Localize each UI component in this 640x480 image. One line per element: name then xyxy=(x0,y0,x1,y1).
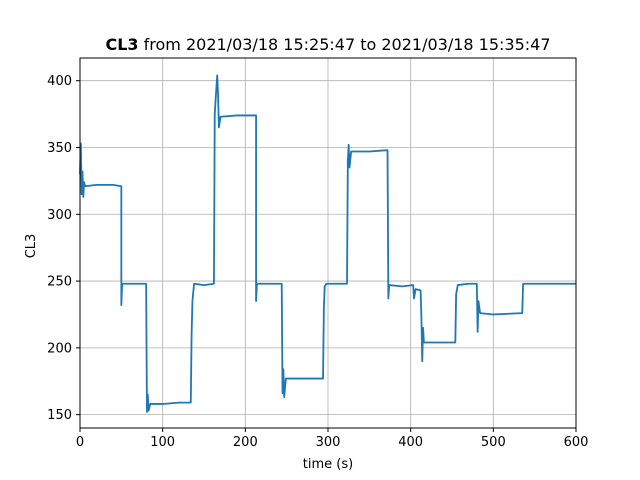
series-layer xyxy=(79,74,576,413)
chart-title-rest: from 2021/03/18 15:25:47 to 2021/03/18 1… xyxy=(139,35,551,54)
x-tick-label: 600 xyxy=(564,435,589,450)
x-tick-label: 200 xyxy=(233,435,258,450)
chart-title: CL3 from 2021/03/18 15:25:47 to 2021/03/… xyxy=(105,35,550,54)
axes-layer: 0 100 200 300 400 500 600 150 200 250 300 350 400 xyxy=(47,57,589,450)
grid-layer xyxy=(80,58,576,428)
y-tick-label: 250 xyxy=(47,275,72,290)
x-axis-label: time (s) xyxy=(303,457,353,472)
x-tick-label: 0 xyxy=(76,435,84,450)
y-tick-label: 150 xyxy=(47,408,72,423)
y-tick-label: 200 xyxy=(47,341,72,356)
y-axis-label: CL3 xyxy=(24,234,39,259)
x-tick-label: 300 xyxy=(316,435,341,450)
x-tick-label: 400 xyxy=(398,435,423,450)
chart-title-bold: CL3 xyxy=(105,35,138,54)
y-tick-label: 350 xyxy=(47,141,72,156)
x-tick-label: 100 xyxy=(150,435,175,450)
y-tick-label: 400 xyxy=(47,74,72,89)
x-tick-label: 500 xyxy=(481,435,506,450)
series-line xyxy=(79,74,576,413)
y-tick-label: 300 xyxy=(47,208,72,223)
